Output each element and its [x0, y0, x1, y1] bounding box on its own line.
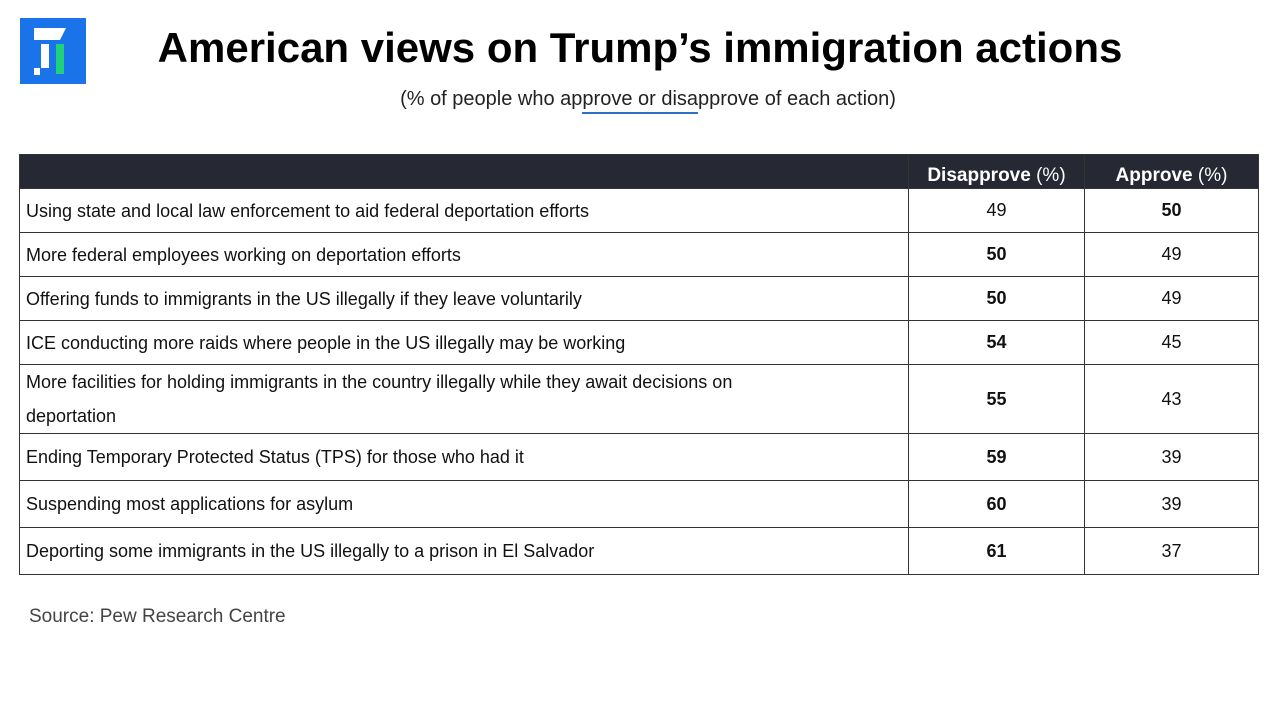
row-label: Suspending most applications for asylum	[26, 494, 354, 514]
row-label-cell: More facilities for holding immigrants i…	[19, 364, 909, 434]
value-cell: 49	[1084, 232, 1259, 277]
table-row: Ending Temporary Protected Status (TPS) …	[19, 433, 1259, 481]
title: American views on Trump’s immigration ac…	[157, 24, 1123, 71]
header-cell: Approve (%)	[1084, 154, 1259, 189]
value-cell: 59	[908, 433, 1085, 481]
column-name: Approve	[1115, 165, 1193, 186]
value-cell: 49	[908, 188, 1085, 233]
row-label: Deporting some immigrants in the US ille…	[26, 541, 595, 561]
column-unit: (%)	[1036, 165, 1066, 186]
value-cell: 54	[908, 320, 1085, 365]
header-cell: Disapprove (%)	[908, 154, 1085, 189]
row-label: Using state and local law enforcement to…	[26, 200, 590, 221]
row-label-cell: Offering funds to immigrants in the US i…	[19, 276, 909, 321]
value-cell: 43	[1084, 364, 1259, 434]
header-row: Disapprove (%) Approve (%)	[19, 154, 1259, 189]
row-label-cell: Using state and local law enforcement to…	[19, 188, 909, 233]
row-label: Offering funds to immigrants in the US i…	[26, 288, 582, 309]
value-cell: 37	[1084, 527, 1259, 575]
row-label: More federal employees working on deport…	[26, 244, 461, 265]
row-label-cell: Deporting some immigrants in the US ille…	[19, 527, 909, 575]
row-label-cell: Suspending most applications for asylum	[19, 480, 909, 528]
table: Disapprove (%) Approve (%) Using state an…	[19, 154, 1259, 575]
row-label-cell: More federal employees working on deport…	[19, 232, 909, 277]
header-cell	[19, 154, 909, 189]
row-label: Ending Temporary Protected Status (TPS) …	[26, 447, 524, 467]
source: Source: Pew Research Centre	[29, 606, 286, 627]
row-label: More facilities for holding immigrants i…	[26, 372, 733, 426]
row-label: ICE conducting more raids where people i…	[26, 332, 626, 353]
table-row: More facilities for holding immigrants i…	[19, 364, 1259, 434]
table-row: Using state and local law enforcement to…	[19, 188, 1259, 233]
value-cell: 50	[908, 276, 1085, 321]
subtitle: (% of people who approve or disapprove o…	[400, 88, 896, 110]
underline	[582, 112, 698, 114]
value-cell: 45	[1084, 320, 1259, 365]
table-row: Suspending most applications for asylum 6…	[19, 480, 1259, 528]
value-cell: 39	[1084, 433, 1259, 481]
value-cell: 55	[908, 364, 1085, 434]
row-label-cell: Ending Temporary Protected Status (TPS) …	[19, 433, 909, 481]
value-cell: 39	[1084, 480, 1259, 528]
column-unit: (%)	[1197, 165, 1228, 186]
value-cell: 60	[908, 480, 1085, 528]
table-row: More federal employees working on deport…	[19, 232, 1259, 277]
logo	[20, 18, 86, 84]
value-cell: 50	[908, 232, 1085, 277]
value-cell: 50	[1084, 188, 1259, 233]
table-row: ICE conducting more raids where people i…	[19, 320, 1259, 365]
table-row: Offering funds to immigrants in the US i…	[19, 276, 1259, 321]
row-label-cell: ICE conducting more raids where people i…	[19, 320, 909, 365]
value-cell: 49	[1084, 276, 1259, 321]
column-name: Disapprove	[927, 165, 1031, 186]
table-row: Deporting some immigrants in the US ille…	[19, 527, 1259, 575]
value-cell: 61	[908, 527, 1085, 575]
